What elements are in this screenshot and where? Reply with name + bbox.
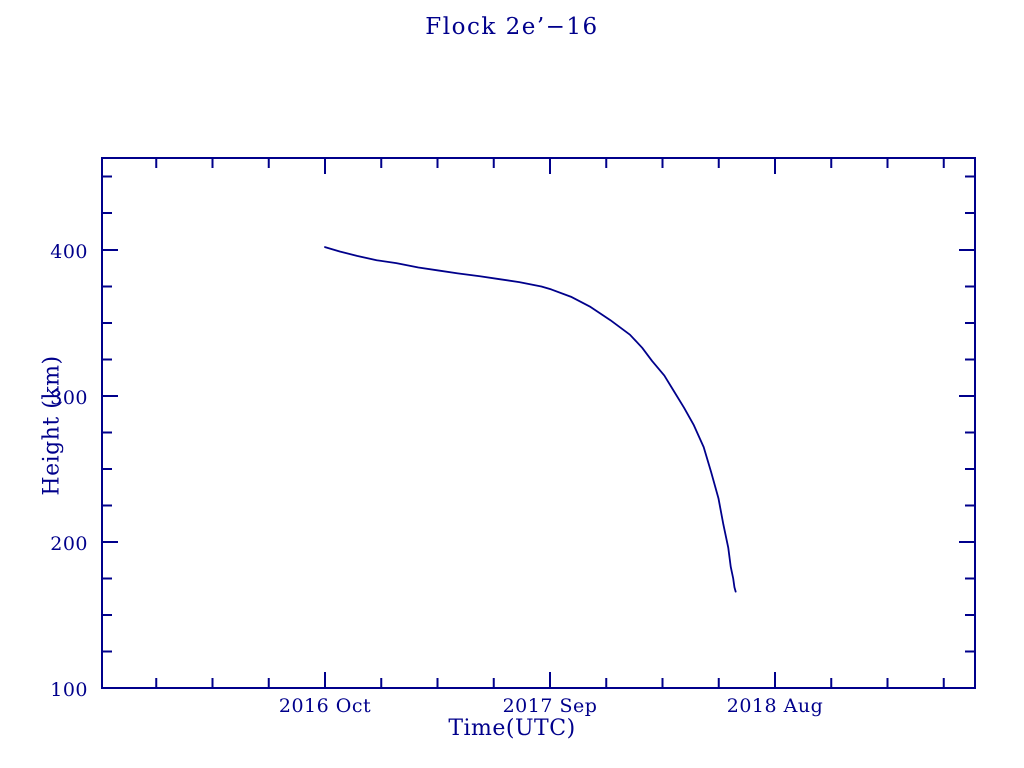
y-tick-label-100: 100: [50, 679, 88, 701]
y-major-ticks: [102, 249, 975, 689]
plot-frame: [101, 157, 976, 689]
y-tick-label-400: 400: [50, 241, 88, 263]
y-tick-label-200: 200: [50, 533, 88, 555]
y-tick-label-300: 300: [50, 387, 88, 409]
x-minor-ticks: [155, 158, 945, 688]
page-title: Flock 2e’−16: [425, 14, 599, 40]
x-axis-label: Time(UTC): [448, 716, 576, 741]
x-major-ticks: [324, 158, 776, 688]
y-minor-ticks: [102, 175, 975, 653]
data-series-line: [324, 246, 737, 593]
x-tick-label-2016-oct: 2016 Oct: [278, 695, 372, 717]
x-tick-label-2017-sep: 2017 Sep: [502, 695, 598, 717]
x-tick-label-2018-aug: 2018 Aug: [726, 695, 824, 717]
